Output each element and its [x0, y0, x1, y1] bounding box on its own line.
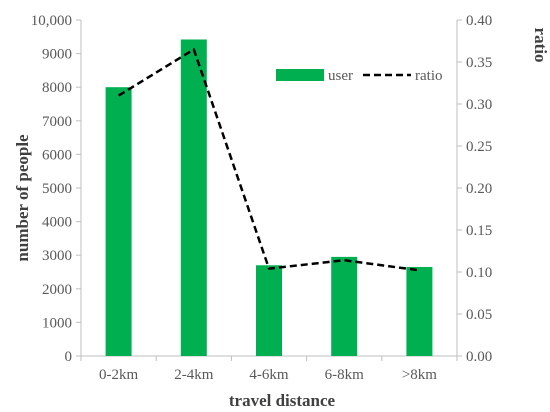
y-tick-label: 7000	[42, 114, 72, 130]
y2-tick-label: 0.35	[466, 55, 492, 71]
ratio-line	[117, 48, 420, 272]
y2-tick-label: 0.20	[466, 181, 492, 197]
y-axis-title: number of people	[13, 134, 32, 262]
bar-user	[180, 39, 207, 356]
y2-axis-title: ratio	[531, 28, 550, 63]
y-tick-label: 10,000	[31, 13, 72, 29]
y-tick-label: 3000	[42, 248, 72, 264]
y2-tick-label: 0.05	[466, 307, 492, 323]
x-tick-label: >8km	[402, 367, 437, 383]
x-tick-label: 2-4km	[174, 367, 213, 383]
x-tick-label: 6-8km	[325, 367, 364, 383]
x-axis-title: travel distance	[229, 391, 336, 410]
y2-tick-label: 0.15	[466, 223, 492, 239]
legend: user ratio	[276, 68, 443, 84]
y2-tick-label: 0.40	[466, 13, 492, 29]
y-tick-label: 9000	[42, 47, 72, 63]
y-tick-label: 0	[65, 349, 73, 365]
x-tick-label: 4-6km	[249, 367, 288, 383]
bar-user	[406, 266, 433, 356]
bars-layer	[105, 39, 433, 356]
y2-tick-label: 0.10	[466, 265, 492, 281]
y2-tick-label: 0.00	[466, 349, 492, 365]
ratio-line-layer	[117, 48, 420, 272]
bar-user	[331, 256, 358, 356]
y-tick-label: 1000	[42, 315, 72, 331]
y-tick-label: 5000	[42, 181, 72, 197]
y-tick-label: 6000	[42, 147, 72, 163]
x-tick-label: 0-2km	[99, 367, 138, 383]
legend-label-user: user	[328, 68, 353, 84]
y-tick-label: 2000	[42, 282, 72, 298]
bar-user	[105, 87, 132, 356]
legend-label-ratio: ratio	[415, 68, 443, 84]
y2-tick-label: 0.30	[466, 97, 492, 113]
legend-swatch-user	[276, 69, 324, 81]
y-tick-label: 4000	[42, 215, 72, 231]
y2-tick-label: 0.25	[466, 139, 492, 155]
y-tick-label: 8000	[42, 80, 72, 96]
tick-labels-layer: 0 1000 2000 3000 4000 5000 6000 7000 8000 9000 10,…	[31, 13, 493, 383]
bar-user	[256, 265, 282, 356]
